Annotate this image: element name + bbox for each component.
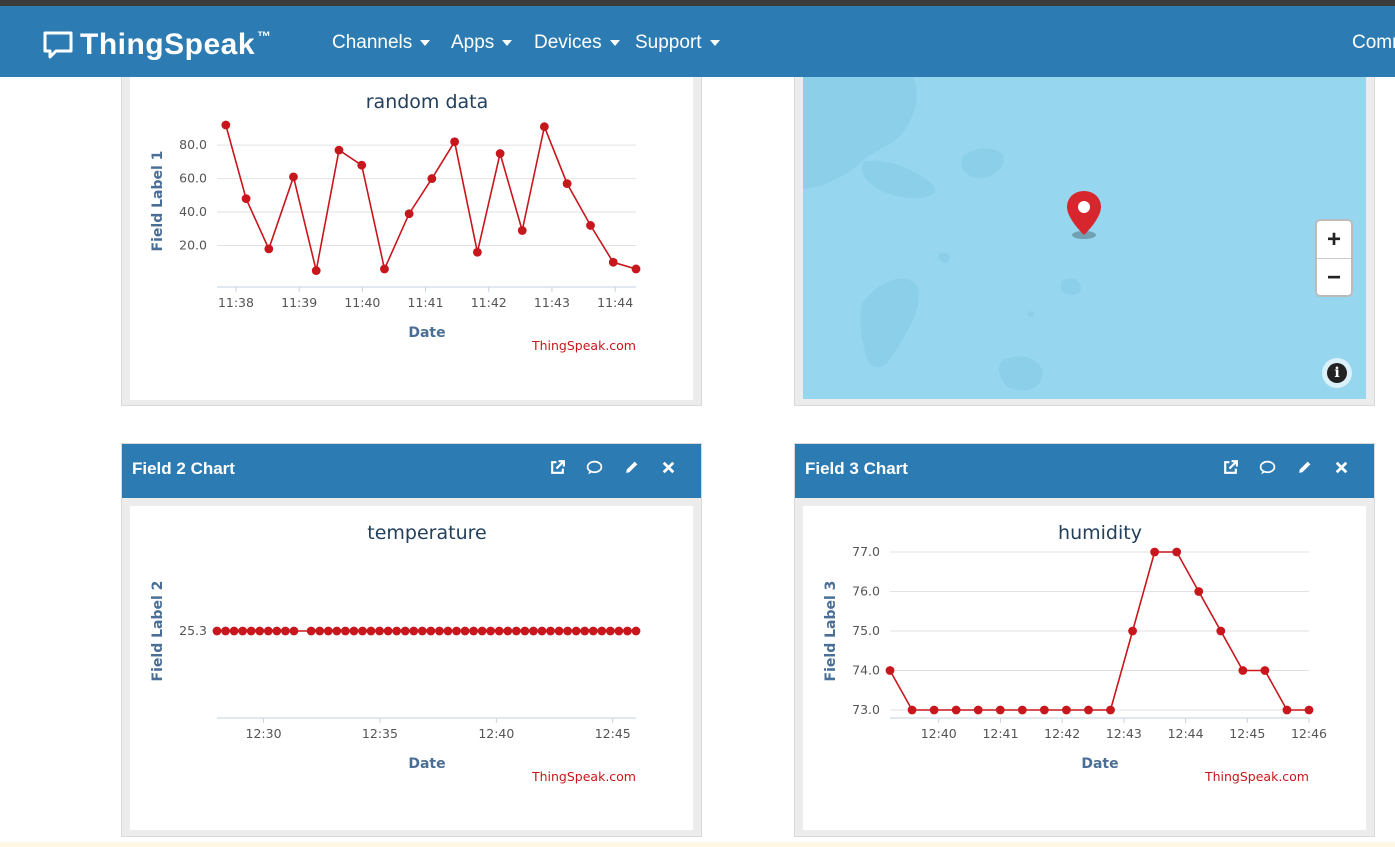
map-marker-icon[interactable] (1065, 189, 1103, 241)
map-info-button[interactable]: i (1322, 358, 1352, 388)
info-icon: i (1327, 363, 1347, 383)
comment-icon[interactable] (1259, 459, 1276, 476)
field2-chart-area (130, 506, 693, 830)
caret-down-icon (609, 40, 620, 46)
brand-tm: ™ (257, 28, 272, 44)
brand-name: ThingSpeak (80, 28, 256, 61)
nav-support[interactable]: Support (635, 32, 720, 54)
nav-devices[interactable]: Devices (534, 32, 620, 54)
pencil-icon[interactable] (1296, 459, 1313, 476)
field1-chart-area (130, 69, 693, 400)
caret-down-icon (709, 40, 720, 46)
location-map[interactable]: + − i (803, 77, 1366, 399)
close-icon[interactable] (1333, 459, 1350, 476)
nav-devices-label: Devices (534, 32, 602, 53)
zoom-in-button[interactable]: + (1326, 226, 1341, 253)
field2-panel-header: Field 2 Chart (122, 444, 701, 498)
field3-panel: Field 3 Chart (794, 443, 1375, 837)
external-link-icon[interactable] (1222, 459, 1239, 476)
field2-panel-actions (549, 459, 677, 476)
field3-panel-title: Field 3 Chart (805, 459, 908, 478)
caret-down-icon (420, 40, 431, 46)
field1-panel (121, 60, 702, 406)
nav-channels[interactable]: Channels (332, 32, 431, 54)
zoom-control: + − (1315, 219, 1353, 297)
zoom-out-button[interactable]: − (1326, 264, 1341, 291)
field3-panel-actions (1222, 459, 1350, 476)
nav-commercial-cut[interactable]: Comm (1352, 32, 1395, 53)
nav-channels-label: Channels (332, 32, 413, 53)
nav-apps-label: Apps (451, 32, 495, 53)
field3-chart-area (803, 506, 1366, 830)
comment-icon[interactable] (586, 459, 603, 476)
logo[interactable]: ThingSpeak ™ (42, 25, 271, 65)
close-icon[interactable] (660, 459, 677, 476)
bottom-strip (0, 842, 1395, 847)
external-link-icon[interactable] (549, 459, 566, 476)
nav-support-label: Support (635, 32, 702, 53)
zoom-divider (1317, 258, 1351, 259)
chat-bubble-logo-icon (43, 31, 73, 59)
nav-apps[interactable]: Apps (451, 32, 513, 54)
field3-panel-header: Field 3 Chart (795, 444, 1374, 498)
field2-panel: Field 2 Chart (121, 443, 702, 837)
pencil-icon[interactable] (623, 459, 640, 476)
navbar: ThingSpeak ™ Channels Apps Devices Suppo… (0, 6, 1395, 77)
field2-panel-title: Field 2 Chart (132, 459, 235, 478)
caret-down-icon (502, 40, 513, 46)
top-strip (0, 0, 1395, 6)
map-land-shapes (803, 77, 1081, 391)
